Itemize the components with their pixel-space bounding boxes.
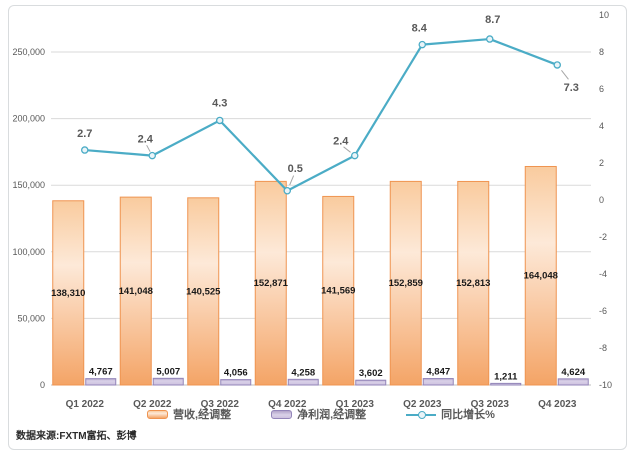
legend-item-profit[interactable]: 净利润,经调整 (271, 406, 366, 422)
profit-value-label: 5,007 (156, 366, 180, 377)
revenue-value-label: 152,859 (389, 278, 423, 289)
right-axis-tick-label: -4 (599, 269, 607, 279)
revenue-bar (187, 197, 220, 386)
revenue-bar (457, 180, 490, 386)
left-axis-tick-label: 150,000 (12, 180, 45, 190)
label-leader-line (146, 144, 151, 152)
growth-marker (553, 61, 562, 69)
profit-value-label: 4,056 (224, 368, 248, 379)
profit-bar (287, 378, 319, 386)
right-axis-tick-label: 2 (599, 158, 604, 168)
revenue-bar (119, 196, 152, 386)
right-axis-tick-label: 4 (599, 121, 604, 131)
revenue-bar (389, 180, 422, 386)
right-axis-tick-label: -10 (599, 380, 612, 390)
profit-bar (220, 379, 252, 386)
left-axis-tick-label: 50,000 (17, 313, 45, 323)
growth-marker (418, 40, 426, 49)
growth-marker (350, 151, 359, 160)
profit-value-label: 1,211 (494, 371, 518, 382)
revenue-value-label: 152,813 (456, 278, 490, 289)
right-axis-tick-label: -6 (599, 306, 607, 316)
revenue-bar (322, 195, 355, 386)
profit-bar (85, 378, 117, 386)
growth-marker (148, 151, 156, 160)
profit-value-label: 3,602 (359, 368, 383, 379)
x-axis-category-label: Q3 2023 (471, 399, 510, 410)
right-axis-tick-label: 8 (599, 47, 604, 57)
source-note: 数据来源:FXTM富拓、彭博 (16, 431, 137, 442)
x-axis-category-label: Q2 2023 (403, 399, 442, 410)
profit-bar (422, 378, 454, 386)
x-axis-category-label: Q3 2022 (201, 399, 240, 410)
profit-bar (557, 378, 589, 386)
revenue-value-label: 141,048 (119, 286, 153, 297)
growth-value-label: 0.5 (288, 163, 303, 175)
legend-label-revenue: 营收,经调整 (173, 409, 232, 421)
label-leader-line (289, 175, 295, 186)
revenue-bar (524, 165, 557, 386)
left-axis-tick-label: 0 (40, 380, 45, 390)
growth-marker (283, 186, 291, 195)
growth-value-label: 8.7 (485, 14, 500, 26)
label-leader-line (343, 146, 351, 153)
growth-marker (485, 35, 494, 43)
right-axis-tick-label: 6 (599, 84, 604, 94)
profit-value-label: 4,624 (561, 367, 585, 378)
revenue-value-label: 164,048 (524, 271, 558, 282)
growth-value-label: 8.4 (412, 23, 428, 35)
legend-label-profit: 净利润,经调整 (297, 409, 367, 421)
x-axis-category-label: Q4 2022 (268, 399, 307, 410)
revenue-value-label: 140,525 (186, 286, 221, 297)
growth-marker (81, 146, 89, 154)
x-axis-category-label: Q2 2022 (133, 399, 172, 410)
legend: 营收,经调整 净利润,经调整 同比增长% (51, 406, 591, 422)
profit-value-label: 4,258 (291, 367, 315, 378)
profit-bar (152, 377, 184, 386)
profit-value-label: 4,767 (89, 367, 113, 378)
profit-bar (490, 382, 522, 386)
label-leader-line (561, 70, 569, 80)
legend-item-growth[interactable]: 同比增长% (406, 406, 495, 422)
right-axis-tick-label: -2 (599, 232, 607, 242)
left-axis-tick-label: 200,000 (12, 114, 45, 124)
growth-value-label: 7.3 (564, 82, 579, 94)
revenue-value-label: 152,871 (254, 278, 289, 289)
revenue-swatch-icon (147, 409, 169, 419)
legend-label-growth: 同比增长% (441, 409, 495, 421)
growth-marker (215, 116, 224, 125)
profit-bar (355, 379, 387, 386)
growth-value-label: 4.3 (212, 97, 227, 109)
growth-value-label: 2.4 (333, 136, 349, 148)
left-axis-tick-label: 100,000 (12, 247, 45, 257)
x-axis-category-label: Q1 2023 (336, 399, 375, 410)
right-axis-tick-label: 0 (599, 195, 604, 205)
legend-item-revenue[interactable]: 营收,经调整 (147, 406, 231, 422)
chart-frame (8, 5, 627, 450)
revenue-value-label: 141,569 (321, 286, 355, 297)
growth-line (84, 37, 558, 192)
profit-swatch-icon (271, 409, 293, 419)
profit-value-label: 4,847 (426, 367, 450, 378)
left-axis-tick-label: 250,000 (12, 47, 45, 57)
right-axis-tick-label: 10 (599, 10, 609, 20)
growth-value-label: 2.7 (77, 128, 92, 140)
growth-value-label: 2.4 (138, 134, 154, 146)
growth-line-swatch-icon (406, 410, 437, 419)
revenue-bar (254, 180, 287, 386)
x-axis-category-label: Q1 2022 (66, 399, 105, 410)
revenue-bar (52, 200, 85, 386)
x-axis-category-label: Q4 2023 (538, 399, 577, 410)
revenue-value-label: 138,310 (51, 288, 85, 299)
right-axis-tick-label: -8 (599, 343, 607, 353)
